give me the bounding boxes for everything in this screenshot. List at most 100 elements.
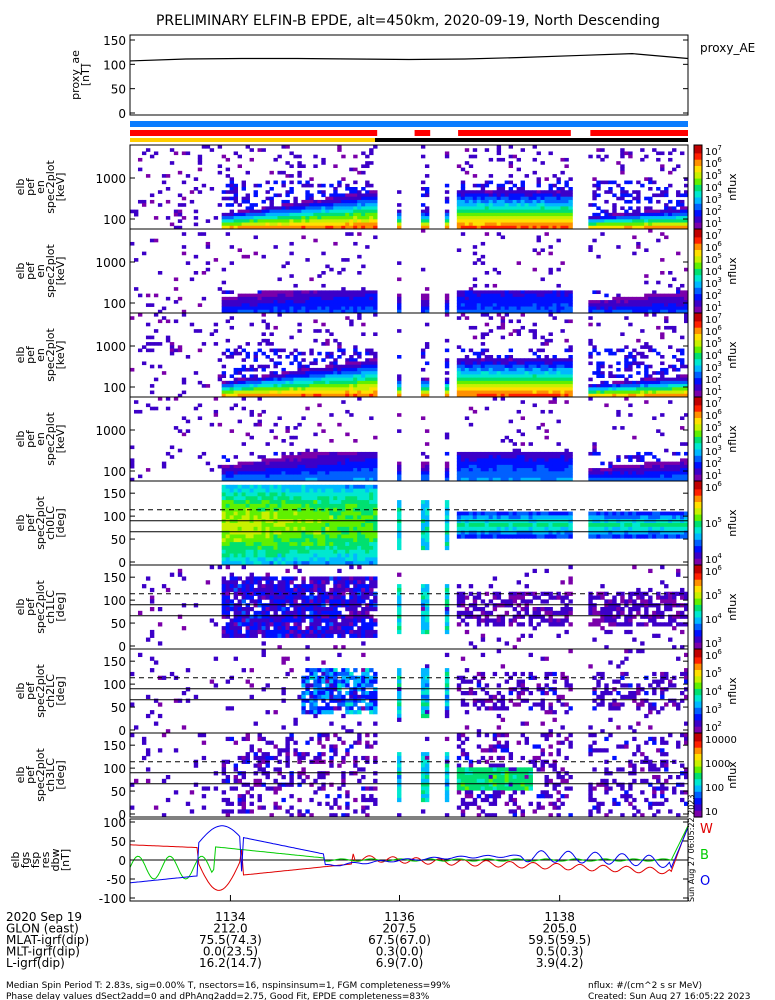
- spectrogram-cell: [492, 471, 498, 475]
- spectrogram-cell: [644, 393, 649, 398]
- spectrogram-cell: [241, 477, 246, 482]
- spectrogram-cell: [472, 245, 478, 249]
- spectrogram-cell: [237, 203, 242, 207]
- spectrogram-cell: [345, 393, 350, 398]
- spectrogram-cell: [357, 300, 362, 304]
- spectrogram-cell: [233, 351, 239, 356]
- spectrogram-cell: [480, 303, 486, 307]
- spectrogram-cell: [309, 384, 314, 388]
- spectrogram-cell: [588, 468, 593, 472]
- spectrogram-cell: [269, 199, 274, 204]
- spectrogram-cell: [281, 519, 286, 524]
- spectrogram-cell: [476, 203, 482, 207]
- spectrogram-cell: [636, 306, 641, 311]
- spectrogram-cell: [373, 393, 378, 398]
- spectrogram-cell: [313, 216, 318, 220]
- spectrogram-cell: [269, 170, 274, 175]
- spectrogram-cell: [317, 309, 322, 314]
- spectrogram-cell: [424, 361, 430, 366]
- spectrogram-cell: [468, 377, 474, 382]
- spectrogram-cell: [333, 303, 338, 307]
- spectrogram-cell: [353, 393, 358, 398]
- spectrogram-cell: [516, 474, 521, 479]
- spectrogram-cell: [604, 293, 609, 298]
- spectrogram-cell: [548, 338, 553, 343]
- spectrogram-cell: [345, 361, 350, 366]
- spectrogram-cell: [285, 145, 290, 149]
- spectrogram-cell: [149, 303, 155, 307]
- spectrogram-cell: [552, 190, 557, 194]
- spectrogram-cell: [680, 468, 685, 472]
- spectrogram-cell: [568, 190, 573, 194]
- spectrogram-cell: [153, 342, 159, 346]
- colorbar-segment: [694, 329, 702, 333]
- spectrogram-cell: [221, 216, 227, 220]
- spectrogram-cell: [544, 190, 549, 194]
- spectrogram-cell: [508, 393, 514, 398]
- spectrogram-cell: [273, 387, 278, 391]
- spectrogram-cell: [420, 367, 426, 372]
- spectrogram-cell: [532, 145, 537, 149]
- spectrogram-cell: [680, 390, 685, 395]
- spectrogram-cell: [329, 267, 334, 272]
- spectrogram-cell: [516, 390, 521, 395]
- spectrogram-cell: [373, 455, 378, 459]
- spectrogram-cell: [245, 464, 250, 469]
- spectrogram-cell: [281, 468, 286, 472]
- spectrogram-cell: [476, 216, 482, 220]
- spectrogram-cell: [221, 530, 227, 535]
- spectrogram-cell: [225, 468, 231, 472]
- spectrogram-cell: [269, 461, 274, 466]
- spectrogram-cell: [289, 216, 294, 220]
- spectrogram-cell: [301, 492, 306, 497]
- spectrogram-cell: [253, 216, 258, 220]
- spectrogram-cell: [289, 180, 294, 185]
- spectrogram-cell: [420, 293, 426, 298]
- spectrogram-cell: [676, 306, 681, 311]
- spectrogram-cell: [524, 393, 529, 398]
- spectrogram-cell: [624, 151, 629, 156]
- spectrogram-cell: [285, 371, 290, 375]
- spectrogram-cell: [305, 300, 310, 304]
- spectrogram-cell: [265, 303, 270, 307]
- spectrogram-cell: [273, 157, 278, 162]
- spectrogram-cell: [600, 468, 605, 472]
- spectrogram-cell: [261, 319, 266, 324]
- spectrogram-cell: [253, 351, 258, 356]
- spectrogram-cell: [592, 225, 597, 230]
- spectrogram-cell: [289, 206, 294, 211]
- spectrogram-cell: [608, 212, 613, 217]
- spectrogram-cell: [273, 303, 278, 307]
- spectrogram-cell: [420, 216, 426, 220]
- spectrogram-cell: [528, 206, 533, 211]
- spectrogram-cell: [676, 451, 681, 456]
- spectrogram-cell: [273, 553, 278, 558]
- spectrogram-cell: [265, 474, 270, 479]
- spectrogram-cell: [361, 458, 366, 463]
- spectrogram-cell: [520, 387, 525, 391]
- spectrogram-cell: [141, 345, 147, 349]
- spectrogram-cell: [524, 464, 529, 469]
- spectrogram-cell: [420, 355, 426, 359]
- colorbar-segment: [694, 373, 702, 377]
- spectrogram-cell: [488, 225, 494, 230]
- spectrogram-cell: [616, 380, 621, 385]
- spectrogram-cell: [616, 361, 621, 366]
- spectrogram-cell: [520, 222, 525, 227]
- spectrogram-cell: [504, 364, 510, 369]
- spectrogram-cell: [548, 374, 553, 379]
- spectrogram-cell: [269, 348, 274, 353]
- spectrogram-cell: [241, 348, 246, 353]
- spectrogram-cell: [680, 290, 685, 295]
- spectrogram-cell: [664, 477, 669, 482]
- spectrogram-cell: [341, 477, 346, 482]
- spectrogram-cell: [245, 534, 250, 539]
- spectrogram-cell: [225, 167, 231, 172]
- spectrogram-cell: [660, 361, 665, 366]
- spectrogram-cell: [321, 471, 326, 475]
- spectrogram-cell: [261, 484, 266, 490]
- spectrogram-cell: [468, 455, 474, 459]
- spectrogram-cell: [496, 464, 502, 469]
